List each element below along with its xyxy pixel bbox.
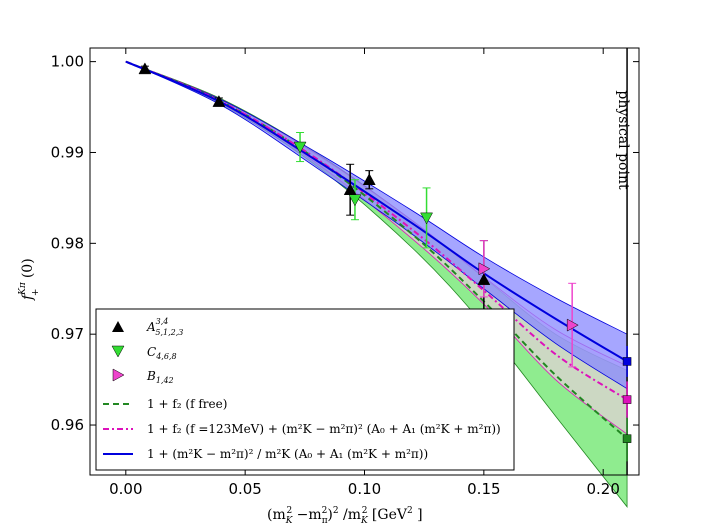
data-markers [138, 62, 632, 443]
marker-A-0 [138, 62, 152, 75]
marker-C-0 [293, 141, 307, 154]
legend-entry-fit-123: 1 + f₂ (f =123MeV) + (m²K − m²π)² (A₀ + … [103, 422, 501, 436]
y-axis-title: fKπ + (0) [18, 258, 41, 301]
marker-A-1 [212, 95, 226, 107]
legend-marker-C [111, 345, 125, 358]
endpoint-marker-A [622, 357, 632, 366]
y-tick-label: 0.99 [51, 143, 84, 161]
x-tick-label: 0.00 [109, 480, 142, 498]
legend-entry-fit-free: 1 + f₂ (f free) [103, 397, 227, 411]
y-tick-label: 1.00 [51, 53, 84, 71]
legend-entry-B: B1,42 [112, 368, 174, 385]
legend-entry-C: C4,6,8 [111, 345, 177, 361]
y-tick-label: 0.97 [51, 325, 84, 343]
legend-label-fit-free: 1 + f₂ (f free) [147, 397, 227, 411]
marker-C-1 [348, 194, 362, 207]
marker-C-2 [420, 212, 433, 225]
legend: A3,4 5,1,2,3 C4,6,8 B1,42 1 + f₂ (f free)… [95, 308, 515, 471]
marker-B-0 [478, 262, 491, 276]
y-tick-label: 0.98 [51, 234, 84, 252]
marker-A-3 [362, 173, 376, 185]
marker-A-4 [477, 273, 491, 285]
legend-label-B: B1,42 [146, 369, 174, 385]
x-tick-label: 0.15 [467, 480, 500, 498]
x-tick-label: 0.10 [348, 480, 381, 498]
endpoint-marker-free [622, 434, 632, 443]
axis-ticks: 0.00 0.05 0.10 0.15 0.20 0.96 0.97 0.98 0.99 1.00 [51, 48, 639, 498]
endpoint-marker-123 [622, 395, 632, 404]
x-tick-label: 0.05 [228, 480, 261, 498]
legend-entry-A: A3,4 5,1,2,3 [112, 317, 183, 337]
marker-B-1 [566, 318, 579, 332]
legend-marker-B [112, 368, 125, 382]
legend-label-fit-A: 1 + (m²K − m²π)² / m²K (A₀ + A₁ (m²K + m… [147, 447, 428, 461]
x-axis-title: (mK2 −mπ2)2 /mK2 [GeV2 ] [267, 506, 423, 526]
y-tick-label: 0.96 [51, 416, 84, 434]
x-tick-label: 0.20 [586, 480, 619, 498]
legend-marker-A [112, 321, 124, 332]
legend-label-C: C4,6,8 [147, 345, 177, 361]
legend-label-fit-123: 1 + f₂ (f =123MeV) + (m²K − m²π)² (A₀ + … [147, 422, 501, 436]
legend-box [95, 308, 515, 471]
physical-point-label: physical point [615, 90, 631, 190]
legend-entry-fit-A: 1 + (m²K − m²π)² / m²K (A₀ + A₁ (m²K + m… [103, 447, 428, 461]
legend-label-A: A3,4 5,1,2,3 [146, 317, 183, 337]
